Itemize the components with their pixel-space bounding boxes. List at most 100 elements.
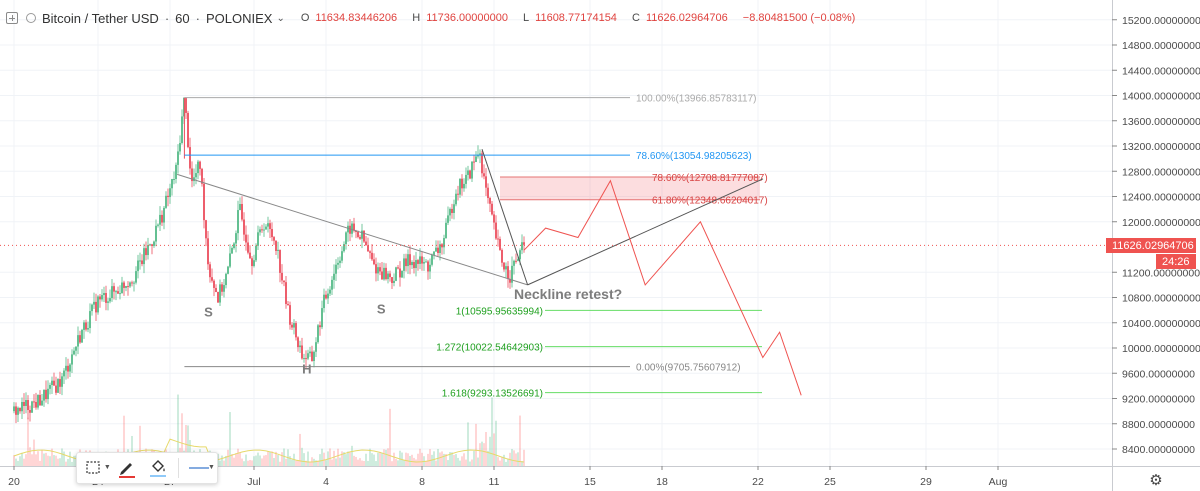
price-tick-label: 11200.00000000 (1122, 267, 1200, 279)
volume-bar (367, 460, 369, 466)
candle-body (149, 244, 151, 246)
line-style-tool-button[interactable]: ▼ (187, 456, 215, 480)
candle-body (313, 351, 315, 361)
candle-body (195, 173, 197, 178)
candle-body (291, 324, 293, 328)
fib-zone-label: 78.60%(12708.81777087) (652, 173, 768, 184)
volume-bar (375, 461, 377, 466)
candle-body (137, 260, 139, 272)
volume-bar (515, 453, 517, 466)
volume-bar (511, 448, 513, 466)
candle-body (285, 282, 287, 304)
low-label: L (523, 12, 530, 24)
candle-body (81, 329, 83, 343)
volume-bar (421, 452, 423, 466)
volume-bar (27, 417, 29, 466)
candle-body (107, 301, 109, 303)
candle-body (463, 183, 465, 189)
volume-bar (435, 460, 437, 466)
gear-icon[interactable]: ⚙ (1149, 472, 1163, 489)
candle-body (365, 241, 367, 246)
exchange-name[interactable]: POLONIEX (205, 10, 273, 26)
volume-bar (469, 461, 471, 466)
candle-body (391, 277, 393, 283)
candle-body (435, 247, 437, 252)
candle-body (505, 266, 507, 270)
volume-bar (271, 451, 273, 466)
volume-bar (383, 449, 385, 466)
volume-bar (51, 448, 53, 466)
candle-body (503, 262, 505, 270)
candle-body (431, 254, 433, 265)
volume-bar (351, 445, 353, 466)
volume-bar (417, 453, 419, 466)
symbol-name[interactable]: Bitcoin / Tether USD (42, 10, 159, 26)
interval[interactable]: 60 (175, 10, 190, 26)
price-axis: 15200.00000000 14800.00000000 14400.000000… (1112, 15, 1200, 456)
volume-bar (29, 447, 31, 466)
volume-bar (35, 454, 37, 466)
candle-body (155, 225, 157, 242)
chevron-down-icon[interactable]: ⌄ (276, 12, 285, 24)
volume-bar (251, 460, 253, 466)
volume-bar (341, 451, 343, 466)
candle-body (323, 294, 325, 309)
candle-body (519, 250, 521, 260)
line-style-icon (189, 467, 210, 469)
candle-body (515, 260, 517, 262)
volume-bar (467, 422, 469, 466)
pen-tool-button[interactable] (115, 456, 139, 480)
candle-body (361, 230, 363, 239)
volume-bar (21, 452, 23, 466)
candle-body (425, 261, 427, 263)
candle-body (225, 273, 227, 286)
volume-bar (335, 458, 337, 466)
candle-body (73, 350, 75, 355)
candle-body (329, 289, 331, 294)
candle-body (161, 214, 163, 223)
candle-body (159, 214, 161, 225)
candle-body (145, 248, 147, 256)
candle-body (95, 301, 97, 313)
candle-body (295, 323, 297, 338)
candle-body (191, 168, 193, 182)
candle-body (455, 193, 457, 205)
volume-bar (31, 454, 33, 466)
candle-body (201, 168, 203, 184)
candle-body (157, 224, 159, 226)
candle-body (87, 328, 89, 330)
price-tick-label: 14800.00000000 (1122, 40, 1200, 52)
candle-body (69, 364, 71, 372)
volume-bar (399, 450, 401, 466)
volume-bar (17, 460, 19, 466)
candle-body (131, 282, 133, 284)
candle-body (311, 351, 313, 361)
candle-body (479, 153, 481, 155)
grid-lines (0, 0, 1112, 466)
selection-tool-button[interactable]: ▼ (83, 456, 111, 480)
toolbar-divider (178, 458, 180, 478)
volume-bar (481, 441, 483, 466)
volume-bar (415, 459, 417, 466)
candle-body (371, 252, 373, 260)
candle-body (127, 286, 129, 288)
volume-bar (437, 448, 439, 466)
candle-body (185, 97, 187, 113)
candle-body (61, 376, 63, 387)
volume-bar (303, 453, 305, 466)
candle-body (447, 215, 449, 223)
candle-body (327, 293, 329, 299)
fill-tool-button[interactable] (147, 456, 171, 480)
volume-bar (459, 460, 461, 466)
candle-body (15, 406, 17, 415)
close-label: C (632, 12, 640, 24)
volume-bar (387, 448, 389, 466)
candle-body (119, 293, 121, 295)
expand-icon[interactable] (6, 12, 18, 24)
volume-bar (289, 456, 291, 466)
volume-bar (223, 460, 225, 466)
candle-body (117, 291, 119, 294)
candle-body (67, 365, 69, 372)
candle-body (299, 345, 301, 348)
